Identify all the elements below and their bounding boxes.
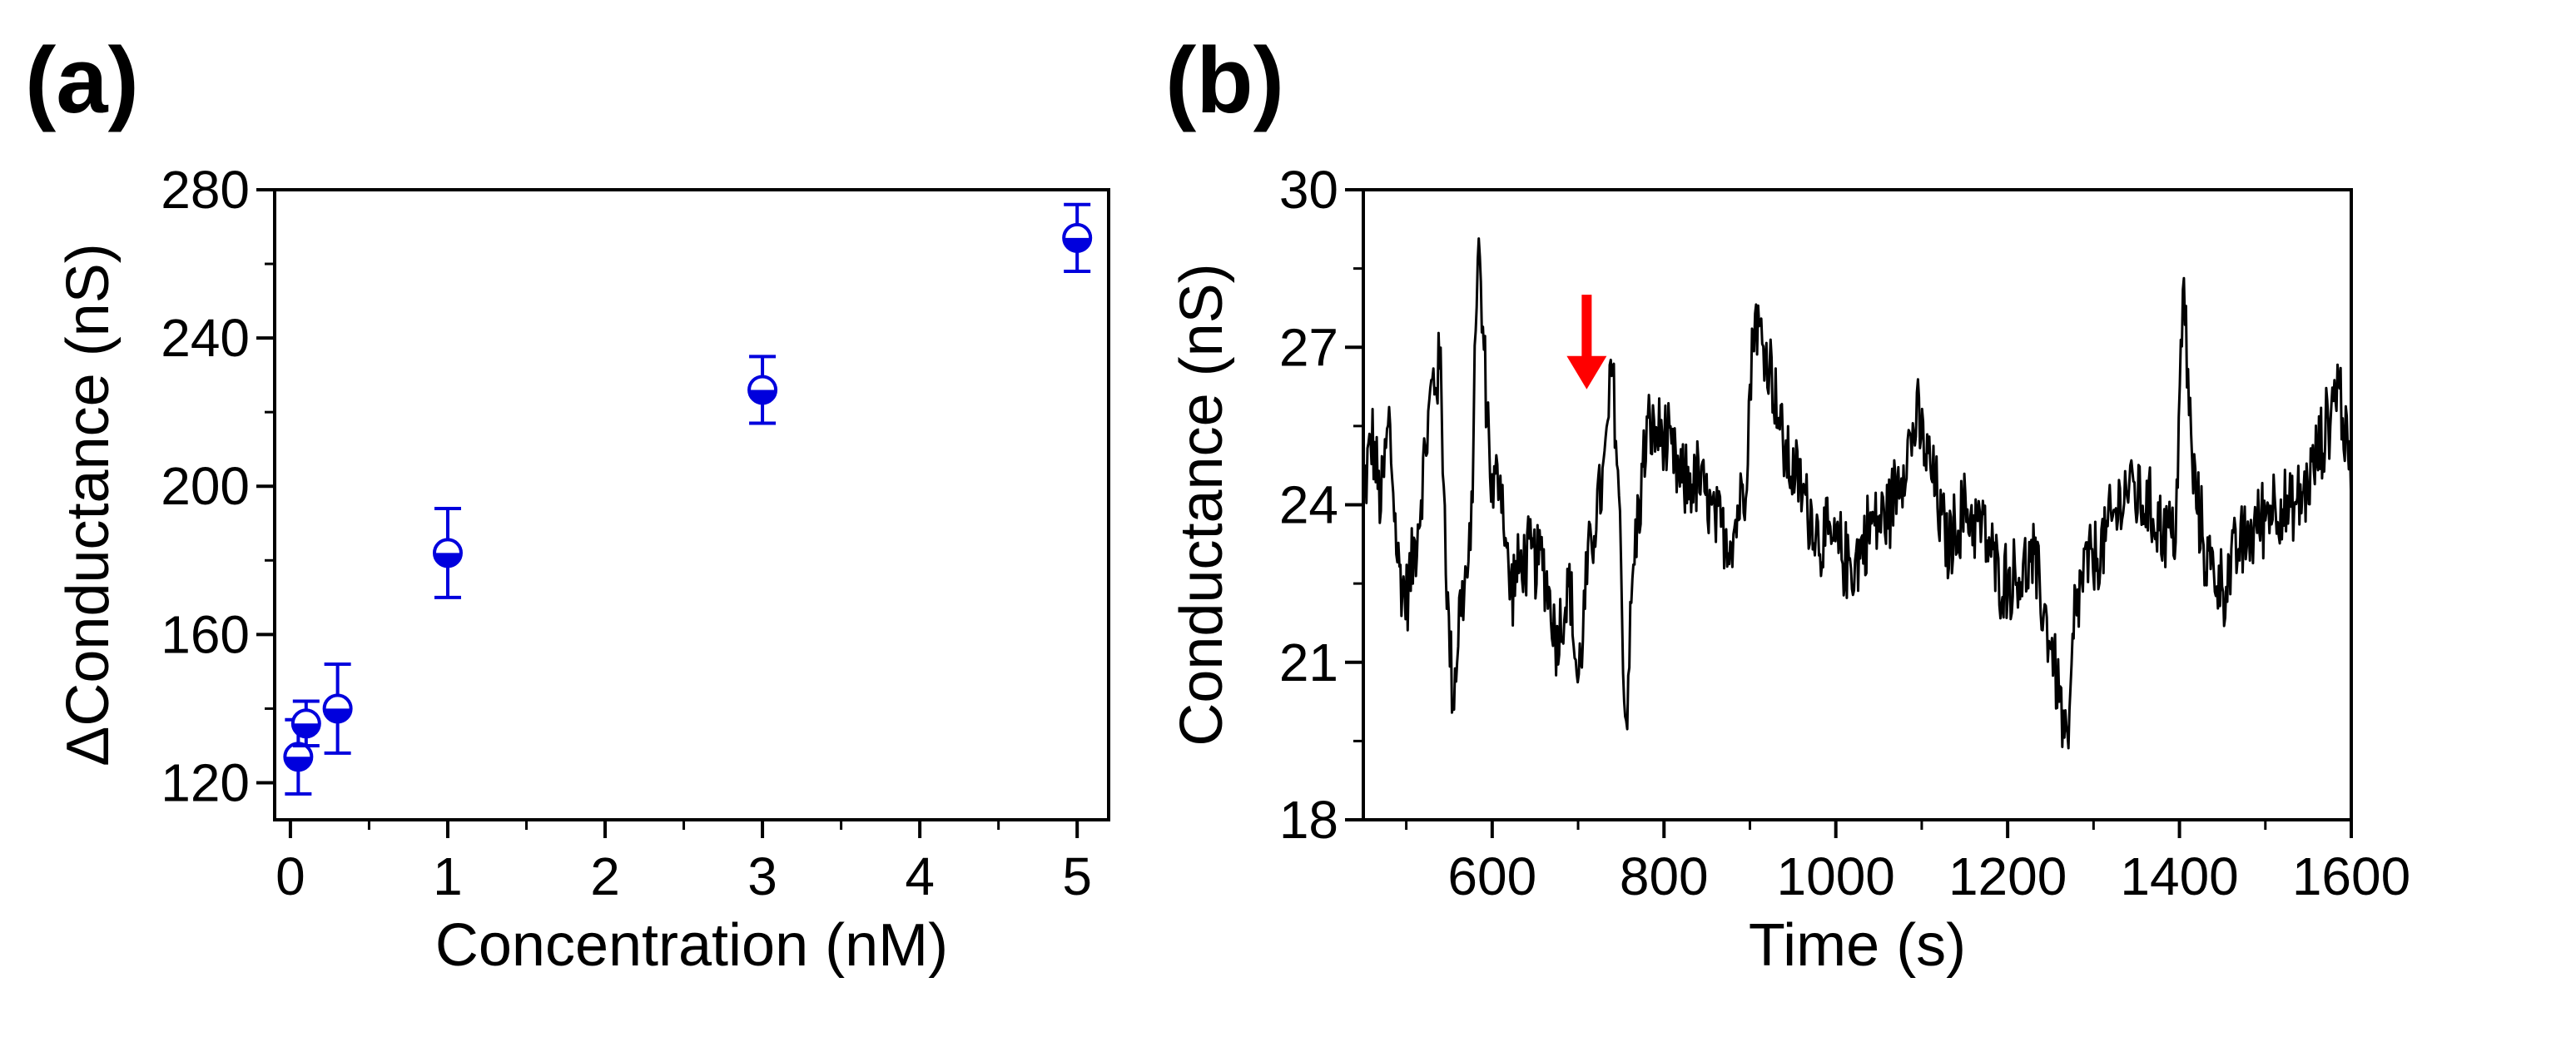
- data-point-fill: [749, 390, 777, 404]
- x-tick-label: 1000: [1777, 846, 1895, 906]
- data-point-fill: [1064, 237, 1091, 251]
- x-tick-label: 4: [905, 846, 935, 906]
- data-point-fill: [292, 723, 320, 737]
- data-point-fill: [324, 708, 351, 722]
- y-tick-label: 120: [161, 752, 250, 812]
- y-tick-label: 280: [161, 160, 250, 220]
- x-tick-label: 1600: [2292, 846, 2410, 906]
- panel-a-y-axis-title: ΔConductance (nS): [55, 243, 122, 766]
- panel-a-x-axis-title: Concentration (nM): [435, 912, 948, 979]
- arrow-head: [1566, 355, 1607, 390]
- y-tick-label: 21: [1279, 633, 1338, 692]
- panel-a-label: (a): [25, 28, 139, 132]
- conductance-trace: [1362, 237, 2353, 750]
- x-tick-label: 2: [590, 846, 620, 906]
- y-tick-label: 30: [1279, 160, 1338, 220]
- panel-a-scatter-chart: (a) 0 1 2 3 4 5 120 160 200 240 280 Concentration …: [25, 28, 1110, 979]
- panel-b-line-chart: (b) 600 800 1000 1200 1400 1600 18 21 24 27 30 Tim…: [1165, 28, 2410, 979]
- y-tick-label: 24: [1279, 475, 1338, 535]
- panel-b-plot-frame: [1362, 188, 2353, 821]
- panel-b-data: [1362, 237, 2353, 750]
- panel-b-y-axis-title: Conductance (nS): [1169, 263, 1235, 746]
- y-tick-label: 240: [161, 308, 250, 368]
- data-point-fill: [434, 553, 461, 567]
- panel-b-label: (b): [1165, 28, 1284, 132]
- data-point-fill: [285, 757, 312, 771]
- x-tick-label: 5: [1062, 846, 1092, 906]
- x-tick-label: 800: [1620, 846, 1709, 906]
- x-tick-label: 1400: [2120, 846, 2238, 906]
- y-tick-label: 18: [1279, 790, 1338, 850]
- x-tick-label: 600: [1447, 846, 1536, 906]
- panel-a-axes: 0 1 2 3 4 5 120 160 200 240 280: [161, 160, 1092, 906]
- panel-a-data: [283, 202, 1093, 796]
- x-tick-label: 1: [433, 846, 463, 906]
- y-tick-label: 27: [1279, 317, 1338, 377]
- panel-a-plot-frame: [273, 188, 1110, 821]
- x-tick-label: 1200: [1948, 846, 2067, 906]
- panel-b-x-axis-title: Time (s): [1749, 912, 1966, 979]
- panel-b-axes: 600 800 1000 1200 1400 1600 18 21 24 27 30: [1279, 160, 2410, 906]
- x-tick-label: 3: [747, 846, 777, 906]
- x-tick-label: 0: [275, 846, 305, 906]
- y-tick-label: 160: [161, 604, 250, 664]
- y-tick-label: 200: [161, 456, 250, 516]
